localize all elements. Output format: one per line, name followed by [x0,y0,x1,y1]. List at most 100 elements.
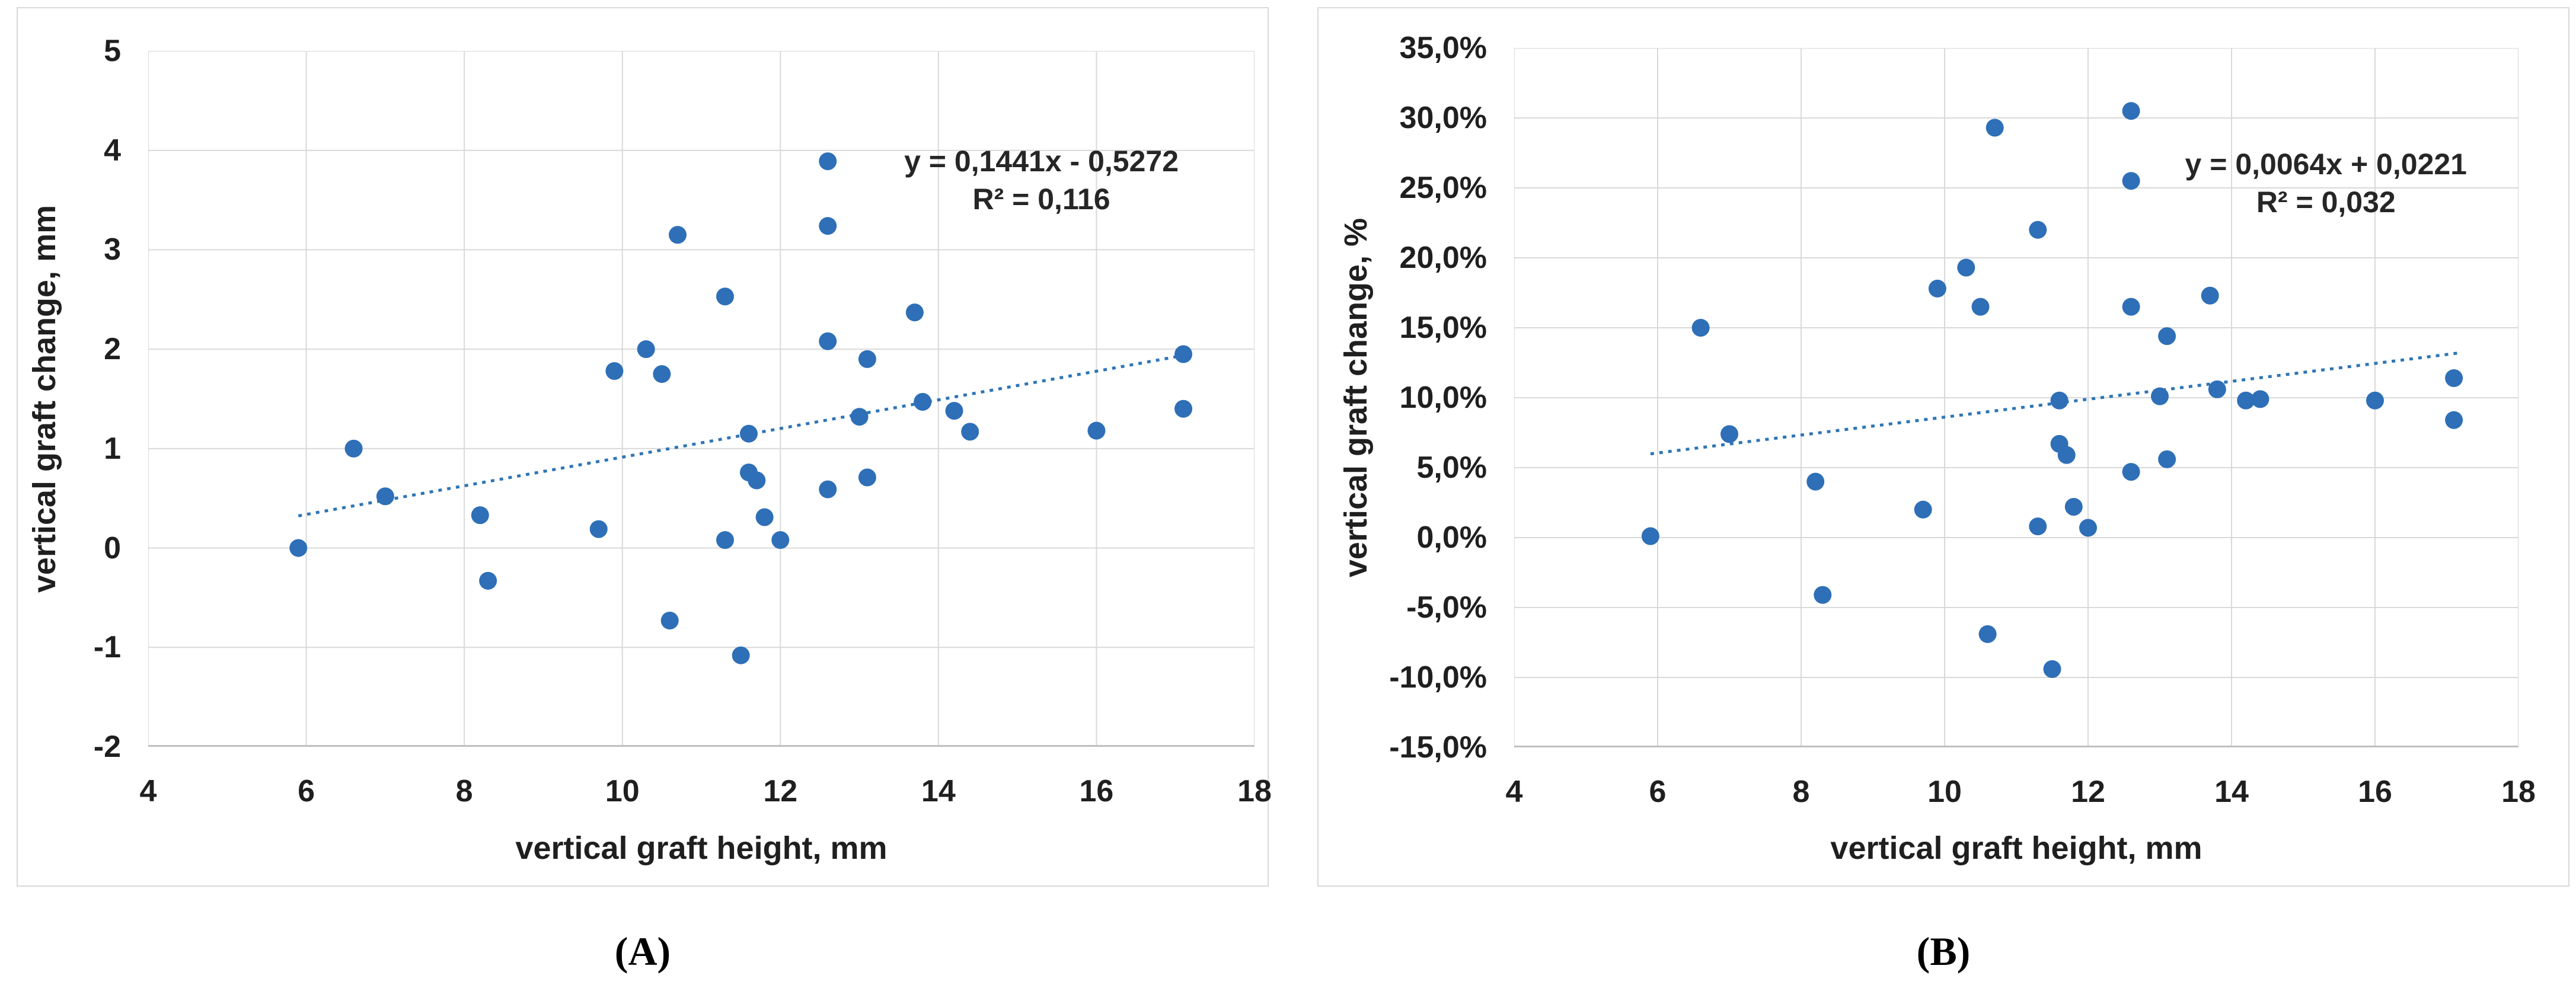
data-point [471,506,489,525]
data-point [2043,660,2061,678]
data-point [1691,319,1710,337]
x-tick-label: 12 [2071,775,2105,809]
data-point [1641,527,1659,545]
equation-text: y = 0,0064x + 0,0221 [2185,148,2467,181]
data-point [739,424,758,443]
data-point [2445,369,2463,387]
data-point [2122,298,2140,316]
plot-canvas [148,50,1255,747]
y-tick-label: -10,0% [1389,660,1487,695]
data-point [819,152,837,171]
data-point [819,332,837,350]
data-point [479,571,497,590]
data-point [858,468,876,487]
r-squared-text: R² = 0,032 [2256,186,2396,219]
data-point [905,303,924,322]
caption-a: (A) [614,929,671,974]
data-point [589,520,608,538]
data-point [1986,119,2004,137]
data-point [716,287,734,306]
data-point [2445,411,2463,429]
y-tick-label: 1 [104,431,121,466]
data-point [914,393,932,411]
x-axis-title: vertical graft height, mm [1830,830,2202,866]
data-point [1814,586,1832,604]
y-tick-label: 5 [104,34,121,68]
x-tick-label: 6 [298,774,315,808]
y-tick-label: -15,0% [1389,730,1487,765]
y-tick-label: 35,0% [1399,31,1487,65]
y-tick-label: 0 [104,530,121,565]
data-point [1720,425,1738,443]
x-tick-label: 4 [139,774,157,808]
data-point [819,217,837,235]
data-point [2122,172,2140,190]
x-tick-label: 10 [1927,775,1962,809]
trendline-equation: y = 0,1441x - 0,5272 R² = 0,116 [904,142,1179,218]
y-tick-label: -2 [93,730,121,764]
x-tick-label: 6 [1649,775,1667,809]
y-tick-label: 30,0% [1399,101,1487,135]
y-tick-label: 4 [104,133,121,168]
data-point [1806,472,1825,491]
data-point [2057,446,2076,464]
x-tick-label: 8 [1792,775,1810,809]
plot-area [148,50,1255,747]
x-tick-label: 4 [1505,775,1523,809]
caption-b: (B) [1916,929,1971,974]
data-point [376,487,394,506]
y-tick-label: 25,0% [1399,171,1487,205]
data-point [2158,450,2176,468]
plot-area [1514,47,2519,748]
y-tick-label: 3 [104,232,121,267]
data-point [2251,390,2269,408]
data-point [2029,517,2047,536]
y-tick-label: -1 [93,630,121,665]
trendline [1650,351,2458,456]
data-point [771,531,790,549]
x-tick-label: 12 [763,774,798,808]
data-point [850,408,869,426]
data-point [1914,500,1932,519]
data-point [2064,498,2083,516]
data-point [1978,625,1997,643]
y-tick-label: 10,0% [1399,381,1487,415]
data-point [819,480,837,498]
data-point [1957,258,1975,277]
data-point [2050,391,2069,410]
data-point [653,365,671,383]
equation-text: y = 0,1441x - 0,5272 [904,145,1179,178]
data-point [858,350,876,368]
data-point [669,226,687,244]
data-point [2079,519,2097,537]
x-tick-label: 18 [1237,774,1272,808]
data-point [2158,327,2176,346]
data-point [1971,298,1990,316]
data-point [755,508,774,526]
y-tick-label: 0,0% [1416,520,1487,555]
data-point [637,340,655,359]
data-point [1087,421,1106,440]
data-point [716,531,734,549]
y-tick-label: 5,0% [1416,450,1487,485]
x-tick-label: 8 [455,774,473,808]
x-tick-label: 18 [2501,775,2536,809]
y-tick-label: 20,0% [1399,241,1487,275]
data-point [945,402,963,420]
x-axis-title: vertical graft height, mm [515,830,888,866]
r-squared-text: R² = 0,116 [972,183,1110,216]
data-point [289,539,308,557]
x-tick-label: 14 [2214,775,2249,809]
data-point [2151,387,2169,405]
data-point [2366,391,2384,410]
data-point [2237,391,2255,410]
data-point [2122,102,2140,120]
data-point [2208,380,2226,398]
data-point [2029,220,2047,239]
plot-canvas [1514,47,2519,748]
data-point [732,646,750,664]
y-tick-label: -5,0% [1406,590,1487,625]
y-tick-label: 2 [104,332,121,367]
chart-panel-a: vertical graft change, mm y = 0,1441x - … [17,7,1272,887]
data-point [605,362,624,381]
